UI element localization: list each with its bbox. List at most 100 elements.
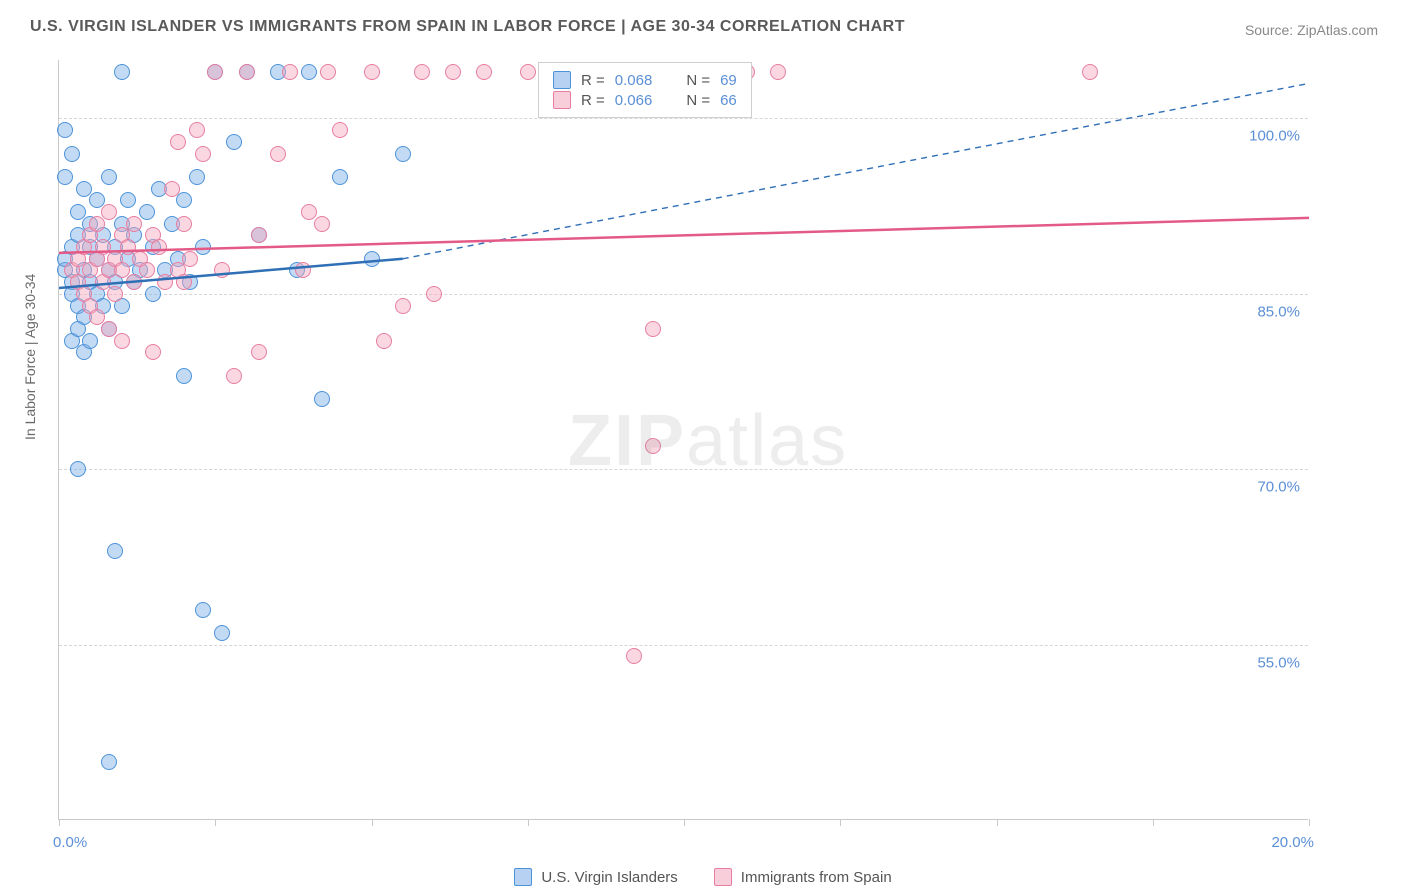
data-point xyxy=(626,648,642,664)
correlation-legend: R = 0.068 N = 69 R = 0.066 N = 66 xyxy=(538,62,752,118)
y-tick-label: 70.0% xyxy=(1257,479,1300,496)
r-value: 0.068 xyxy=(615,72,653,89)
stat-label: N = xyxy=(686,72,710,89)
data-point xyxy=(282,64,298,80)
data-point xyxy=(139,262,155,278)
data-point xyxy=(70,461,86,477)
data-point xyxy=(332,122,348,138)
x-tick xyxy=(215,819,216,826)
x-tick xyxy=(59,819,60,826)
data-point xyxy=(239,64,255,80)
data-point xyxy=(107,286,123,302)
data-point xyxy=(301,64,317,80)
data-point xyxy=(176,274,192,290)
data-point xyxy=(445,64,461,80)
data-point xyxy=(195,146,211,162)
gridline xyxy=(59,118,1308,119)
swatch-blue xyxy=(514,868,532,886)
n-value: 69 xyxy=(720,72,737,89)
data-point xyxy=(107,543,123,559)
gridline xyxy=(59,469,1308,470)
scatter-plot: 55.0%70.0%85.0%100.0%0.0%20.0% xyxy=(58,60,1308,820)
n-value: 66 xyxy=(720,92,737,109)
data-point xyxy=(182,251,198,267)
x-tick xyxy=(997,819,998,826)
data-point xyxy=(207,64,223,80)
data-point xyxy=(101,169,117,185)
data-point xyxy=(195,602,211,618)
x-axis-label: 0.0% xyxy=(53,834,87,851)
data-point xyxy=(89,216,105,232)
data-point xyxy=(1082,64,1098,80)
y-tick-label: 100.0% xyxy=(1249,128,1300,145)
legend-row: R = 0.066 N = 66 xyxy=(553,91,737,109)
data-point xyxy=(64,146,80,162)
data-point xyxy=(414,64,430,80)
data-point xyxy=(645,438,661,454)
data-point xyxy=(195,239,211,255)
stat-label: R = xyxy=(581,92,605,109)
data-point xyxy=(332,169,348,185)
swatch xyxy=(553,91,571,109)
x-axis-label: 20.0% xyxy=(1271,834,1314,851)
data-point xyxy=(320,64,336,80)
data-point xyxy=(226,134,242,150)
gridline xyxy=(59,645,1308,646)
data-point xyxy=(770,64,786,80)
data-point xyxy=(170,134,186,150)
x-tick xyxy=(528,819,529,826)
data-point xyxy=(57,169,73,185)
source-label: Source: ZipAtlas.com xyxy=(1245,22,1378,38)
data-point xyxy=(395,298,411,314)
data-point xyxy=(645,321,661,337)
x-tick xyxy=(372,819,373,826)
legend-item-pink: Immigrants from Spain xyxy=(714,868,892,886)
stat-label: N = xyxy=(686,92,710,109)
swatch-pink xyxy=(714,868,732,886)
legend-bottom: U.S. Virgin Islanders Immigrants from Sp… xyxy=(0,868,1406,886)
stat-label: R = xyxy=(581,72,605,89)
data-point xyxy=(176,192,192,208)
data-point xyxy=(114,64,130,80)
data-point xyxy=(57,122,73,138)
chart-title: U.S. VIRGIN ISLANDER VS IMMIGRANTS FROM … xyxy=(30,18,905,36)
data-point xyxy=(101,754,117,770)
x-tick xyxy=(840,819,841,826)
data-point xyxy=(189,122,205,138)
y-tick-label: 55.0% xyxy=(1257,654,1300,671)
swatch xyxy=(553,71,571,89)
legend-row: R = 0.068 N = 69 xyxy=(553,71,737,89)
data-point xyxy=(164,181,180,197)
trend-overlay xyxy=(59,60,1309,820)
data-point xyxy=(395,146,411,162)
data-point xyxy=(426,286,442,302)
data-point xyxy=(314,391,330,407)
data-point xyxy=(139,204,155,220)
data-point xyxy=(270,146,286,162)
data-point xyxy=(120,192,136,208)
data-point xyxy=(214,262,230,278)
data-point xyxy=(157,274,173,290)
data-point xyxy=(251,344,267,360)
data-point xyxy=(520,64,536,80)
y-tick-label: 85.0% xyxy=(1257,303,1300,320)
data-point xyxy=(145,344,161,360)
data-point xyxy=(114,333,130,349)
trend-line xyxy=(59,218,1309,253)
r-value: 0.066 xyxy=(615,92,653,109)
legend-label: Immigrants from Spain xyxy=(741,869,892,886)
legend-label: U.S. Virgin Islanders xyxy=(541,869,677,886)
data-point xyxy=(126,274,142,290)
data-point xyxy=(314,216,330,232)
data-point xyxy=(82,333,98,349)
x-tick xyxy=(684,819,685,826)
data-point xyxy=(364,64,380,80)
y-axis-title: In Labor Force | Age 30-34 xyxy=(22,274,38,440)
data-point xyxy=(251,227,267,243)
x-tick xyxy=(1309,819,1310,826)
data-point xyxy=(226,368,242,384)
data-point xyxy=(176,216,192,232)
legend-item-blue: U.S. Virgin Islanders xyxy=(514,868,677,886)
data-point xyxy=(176,368,192,384)
data-point xyxy=(364,251,380,267)
